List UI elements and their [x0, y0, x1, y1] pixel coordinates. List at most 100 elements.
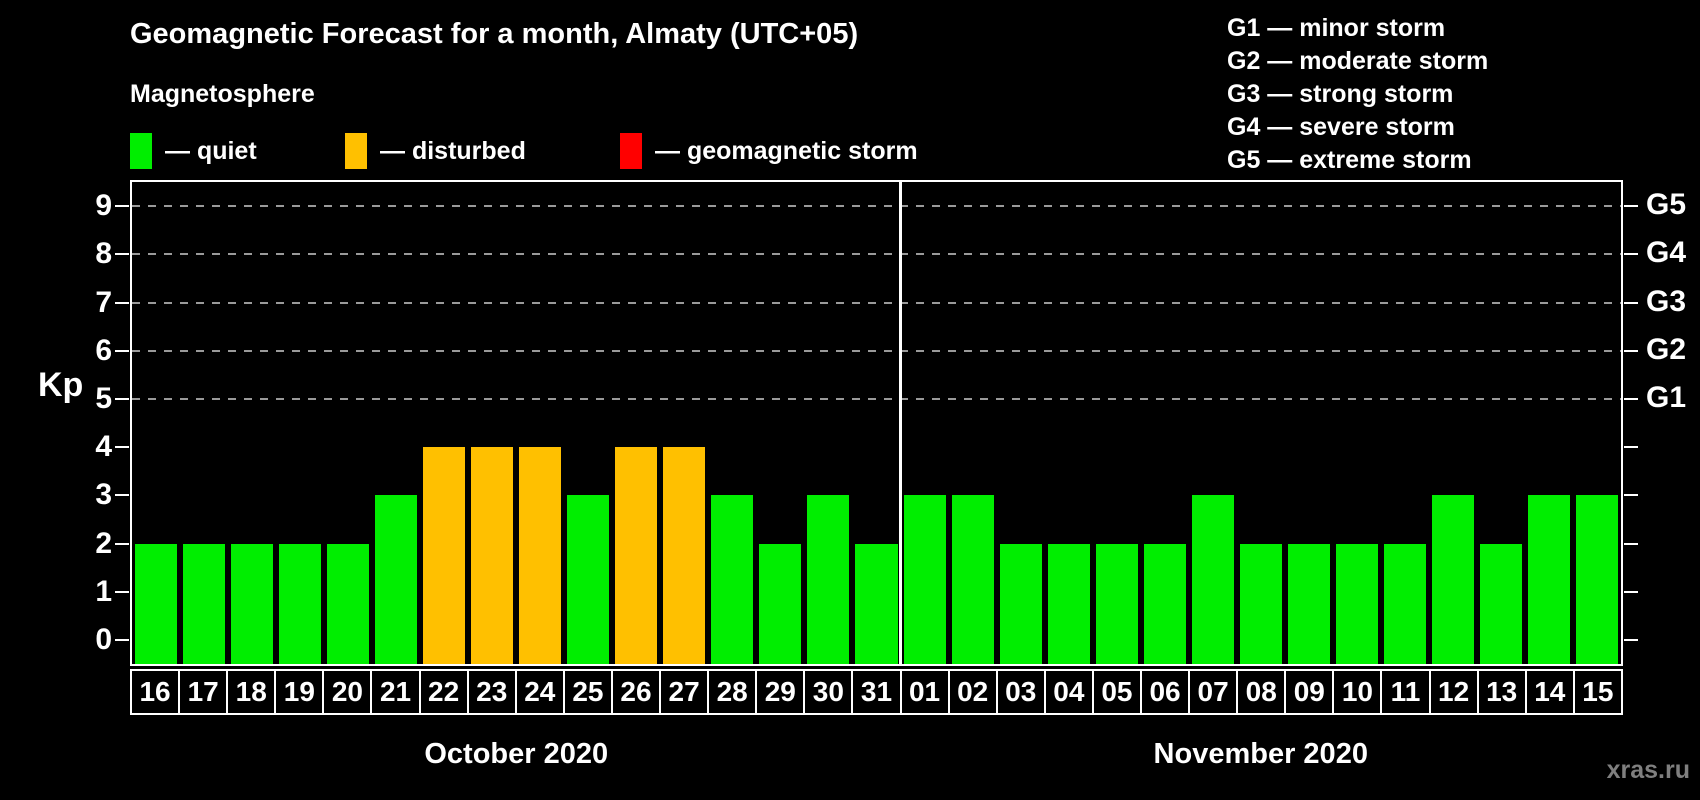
disturbed-color-swatch: [345, 133, 367, 169]
date-cell-15: 15: [1572, 669, 1623, 715]
legend-label-quiet: — quiet: [165, 136, 257, 165]
y-tick-mark-8: [115, 253, 129, 256]
legend-item-storm: — geomagnetic storm: [620, 131, 918, 171]
kp-bar-26: [615, 447, 658, 664]
legend-label-storm: — geomagnetic storm: [655, 136, 918, 165]
date-cell-17: 17: [178, 669, 229, 715]
date-cell-31: 31: [851, 669, 902, 715]
y-tick-label-3: 3: [95, 478, 112, 512]
date-axis: 16 17 18 19 20 21 22 23 24 25 26 27 28 29 30 31 01 02 03 04…: [130, 669, 1623, 715]
legend-label-disturbed: — disturbed: [380, 136, 526, 165]
date-cell-25: 25: [562, 669, 613, 715]
gridline-kp8: [132, 253, 1621, 256]
y-tick-label-8: 8: [95, 237, 112, 271]
watermark: xras.ru: [1606, 756, 1690, 784]
date-cell-08: 08: [1236, 669, 1287, 715]
date-cell-02: 02: [947, 669, 998, 715]
kp-bar-05: [1095, 543, 1138, 664]
kp-bar-19: [279, 543, 322, 664]
date-cell-13: 13: [1476, 669, 1527, 715]
g-level-label-G2: G2: [1646, 332, 1687, 366]
g-level-label-G1: G1: [1646, 380, 1687, 414]
y-tick-mark-1: [115, 590, 129, 593]
date-cell-19: 19: [274, 669, 325, 715]
storm-scale-line-2: G2 — moderate storm: [1227, 47, 1489, 75]
gridline-kp5: [132, 397, 1621, 400]
date-cell-12: 12: [1428, 669, 1479, 715]
y-tick-mark-3: [115, 494, 129, 497]
kp-bar-29: [759, 543, 802, 664]
date-cell-01: 01: [899, 669, 950, 715]
y-axis-label: Kp: [38, 366, 84, 404]
y-tick-mark-0: [115, 638, 129, 641]
right-tick-mark-0: [1624, 638, 1638, 641]
kp-bar-07: [1191, 495, 1234, 664]
kp-bar-17: [183, 543, 226, 664]
y-tick-mark-9: [115, 205, 129, 208]
month-label-1: October 2020: [424, 738, 609, 770]
right-tick-mark-4: [1624, 446, 1638, 449]
kp-bar-30: [807, 495, 850, 664]
kp-bar-21: [375, 495, 418, 664]
right-tick-mark-8: [1624, 253, 1638, 256]
kp-bar-20: [327, 543, 370, 664]
date-cell-20: 20: [322, 669, 373, 715]
date-cell-07: 07: [1188, 669, 1239, 715]
kp-bar-24: [519, 447, 562, 664]
date-cell-21: 21: [370, 669, 421, 715]
y-tick-label-7: 7: [95, 285, 112, 319]
date-cell-22: 22: [418, 669, 469, 715]
date-cell-16: 16: [130, 669, 181, 715]
kp-bar-01: [903, 495, 946, 664]
y-tick-label-2: 2: [95, 526, 112, 560]
kp-bar-16: [135, 543, 178, 664]
kp-bar-03: [999, 543, 1042, 664]
right-tick-mark-6: [1624, 349, 1638, 352]
y-tick-label-9: 9: [95, 189, 112, 223]
right-tick-mark-5: [1624, 397, 1638, 400]
kp-bar-25: [567, 495, 610, 664]
kp-bar-10: [1335, 543, 1378, 664]
date-cell-04: 04: [1043, 669, 1094, 715]
date-cell-24: 24: [514, 669, 565, 715]
storm-scale-line-4: G4 — severe storm: [1227, 113, 1455, 141]
plot-area: [130, 180, 1623, 666]
date-cell-18: 18: [226, 669, 277, 715]
date-cell-06: 06: [1139, 669, 1191, 715]
chart-title: Geomagnetic Forecast for a month, Almaty…: [130, 18, 859, 50]
magnetosphere-label: Magnetosphere: [130, 80, 315, 108]
date-cell-14: 14: [1524, 669, 1575, 715]
date-cell-26: 26: [610, 669, 662, 715]
y-tick-mark-7: [115, 301, 129, 304]
kp-bar-18: [231, 543, 274, 664]
gridline-kp7: [132, 301, 1621, 304]
storm-scale-line-1: G1 — minor storm: [1227, 14, 1446, 42]
gridline-kp9: [132, 205, 1621, 208]
gridline-kp6: [132, 349, 1621, 352]
right-tick-mark-2: [1624, 542, 1638, 545]
right-tick-mark-3: [1624, 494, 1638, 497]
month-label-2: November 2020: [1153, 738, 1368, 770]
storm-scale-line-3: G3 — strong storm: [1227, 80, 1454, 108]
kp-bar-15: [1575, 495, 1618, 664]
kp-bar-04: [1047, 543, 1090, 664]
month-divider: [899, 182, 903, 664]
date-cell-10: 10: [1332, 669, 1383, 715]
date-cell-11: 11: [1380, 669, 1431, 715]
kp-bar-11: [1383, 543, 1426, 664]
g-level-label-G4: G4: [1646, 236, 1687, 270]
kp-bar-09: [1287, 543, 1330, 664]
y-tick-label-0: 0: [95, 622, 112, 656]
storm-scale-legend: G1 — minor storm G2 — moderate storm G3 — …: [1227, 12, 1488, 177]
kp-bar-12: [1431, 495, 1474, 664]
kp-bar-22: [423, 447, 466, 664]
quiet-color-swatch: [130, 133, 152, 169]
date-cell-09: 09: [1284, 669, 1335, 715]
kp-bar-02: [951, 495, 994, 664]
y-tick-mark-2: [115, 542, 129, 545]
right-tick-mark-1: [1624, 590, 1638, 593]
g-level-label-G5: G5: [1646, 188, 1687, 222]
y-tick-mark-5: [115, 397, 129, 400]
storm-color-swatch: [620, 133, 642, 169]
kp-bar-23: [471, 447, 514, 664]
